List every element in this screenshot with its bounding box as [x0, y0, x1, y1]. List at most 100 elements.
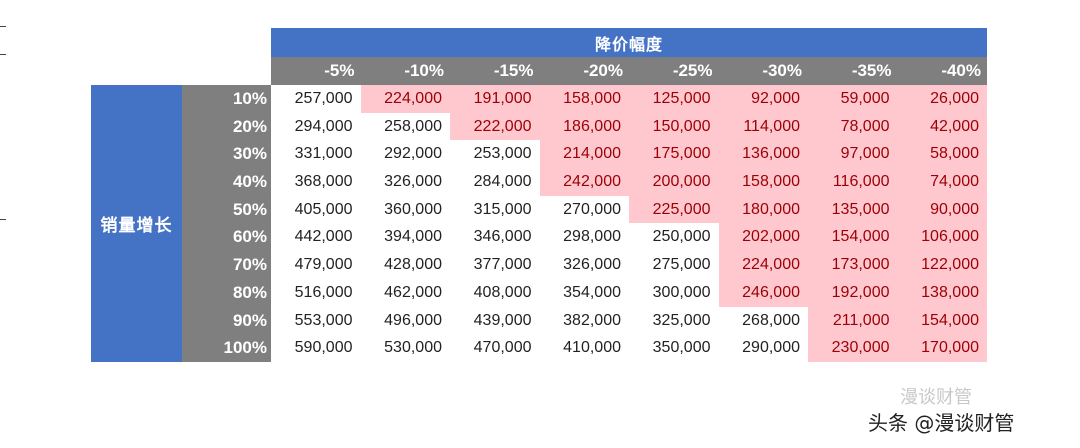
table-cell: 408,000	[473, 283, 532, 301]
margin-tick	[0, 26, 6, 27]
column-header: -10%	[404, 61, 444, 80]
table-cell: 78,000	[808, 112, 898, 141]
column-header: -5%	[324, 61, 355, 80]
table-cell: 553,000	[294, 311, 353, 329]
table-cell: 202,000	[718, 223, 808, 252]
table-cell: 377,000	[473, 256, 532, 274]
table-cell: 496,000	[384, 311, 442, 329]
table-cell: 315,000	[473, 200, 532, 218]
table-cell: 250,000	[652, 228, 711, 246]
table-row: 553,000 496,000 439,000 382,000 325,000 268,0…	[271, 306, 987, 335]
table-cell: 331,000	[294, 145, 353, 163]
table-cell: 470,000	[473, 339, 532, 357]
table-cell: 394,000	[384, 228, 442, 246]
table-row: 294,000 258,000 222,000 186,000 150,000 114,0…	[271, 112, 987, 141]
row-header: 70%	[232, 255, 267, 275]
column-header: -40%	[941, 61, 981, 80]
table-cell: 292,000	[384, 145, 442, 163]
column-group-header: 降价幅度	[271, 28, 987, 57]
table-cell: 74,000	[897, 168, 987, 196]
table-cell: 230,000	[808, 334, 898, 362]
table-cell: 428,000	[384, 256, 442, 274]
table-cell: 439,000	[473, 311, 532, 329]
table-cell: 97,000	[808, 140, 898, 169]
column-header: -35%	[851, 61, 892, 80]
row-header: 30%	[232, 144, 267, 164]
table-cell: 410,000	[563, 339, 621, 357]
table-cell: 214,000	[539, 140, 629, 169]
table-cell: 253,000	[473, 145, 532, 163]
table-cell: 246,000	[718, 278, 808, 307]
table-cell: 224,000	[360, 85, 450, 113]
table-cell: 326,000	[384, 173, 442, 191]
table-cell: 462,000	[384, 283, 442, 301]
row-header: 10%	[232, 89, 267, 108]
table-cell: 150,000	[629, 112, 719, 141]
table-cell: 354,000	[563, 283, 621, 301]
table-cell: 290,000	[742, 339, 800, 357]
table-cell: 200,000	[629, 168, 719, 196]
table-cell: 170,000	[897, 334, 987, 362]
row-header: 90%	[232, 310, 267, 330]
table-cell: 268,000	[742, 311, 800, 329]
table-cell: 154,000	[808, 223, 898, 252]
table-cell: 58,000	[897, 140, 987, 169]
column-header: -20%	[583, 61, 623, 80]
table-cell: 298,000	[563, 228, 621, 246]
watermark-faint: 漫谈财管	[900, 387, 972, 408]
table-cell: 211,000	[808, 306, 898, 335]
table-cell: 346,000	[473, 228, 532, 246]
column-header: -15%	[493, 61, 534, 80]
table-cell: 516,000	[294, 283, 353, 301]
row-header: 40%	[232, 172, 267, 192]
table-cell: 106,000	[897, 223, 987, 252]
table-cell: 138,000	[897, 278, 987, 307]
table-cell: 257,000	[294, 90, 353, 107]
row-header: 80%	[232, 282, 267, 302]
table-row: 442,000 394,000 346,000 298,000 250,000 202,0…	[271, 223, 987, 252]
table-cell: 173,000	[808, 251, 898, 279]
table-cell: 530,000	[384, 339, 442, 357]
row-header: 60%	[232, 227, 267, 247]
table-cell: 368,000	[294, 173, 353, 191]
table-row: 368,000 326,000 284,000 242,000 200,000 158,0…	[271, 168, 987, 196]
row-header: 100%	[223, 338, 267, 358]
table-cell: 154,000	[897, 306, 987, 335]
table-cell: 442,000	[294, 228, 353, 246]
table-cell: 270,000	[563, 200, 621, 218]
table-cell: 59,000	[808, 85, 898, 113]
data-grid: 257,000 224,000 191,000 158,000 125,000 92,00…	[271, 85, 987, 362]
table-cell: 116,000	[808, 168, 898, 196]
table-cell: 125,000	[629, 85, 719, 113]
table-cell: 225,000	[629, 195, 719, 224]
table-row: 479,000 428,000 377,000 326,000 275,000 224,0…	[271, 251, 987, 279]
table-cell: 590,000	[294, 339, 353, 357]
row-header: 50%	[232, 199, 267, 219]
table-row: 590,000 530,000 470,000 410,000 350,000 290,0…	[271, 334, 987, 362]
table-cell: 135,000	[808, 195, 898, 224]
table-cell: 242,000	[539, 168, 629, 196]
margin-tick	[0, 219, 6, 220]
table-cell: 114,000	[718, 112, 808, 141]
table-cell: 122,000	[897, 251, 987, 279]
table-cell: 405,000	[294, 200, 353, 218]
column-header: -25%	[672, 61, 713, 80]
table-row: 257,000 224,000 191,000 158,000 125,000 92,00…	[271, 85, 987, 113]
margin-tick	[0, 54, 6, 55]
table-cell: 26,000	[897, 85, 987, 113]
row-header: 20%	[232, 116, 267, 136]
table-cell: 284,000	[473, 173, 532, 191]
table-cell: 158,000	[539, 85, 629, 113]
table-cell: 186,000	[539, 112, 629, 141]
table-cell: 224,000	[718, 251, 808, 279]
table-cell: 382,000	[563, 311, 621, 329]
table-cell: 175,000	[629, 140, 719, 169]
table-row: 405,000 360,000 315,000 270,000 225,000 180,0…	[271, 195, 987, 224]
table-row: 331,000 292,000 253,000 214,000 175,000 136,0…	[271, 140, 987, 169]
row-header-column: 10% 20% 30% 40% 50% 60% 70% 80% 90% 100%	[182, 85, 271, 362]
table-cell: 136,000	[718, 140, 808, 169]
table-cell: 180,000	[718, 195, 808, 224]
table-cell: 275,000	[652, 256, 711, 274]
table-cell: 42,000	[897, 112, 987, 141]
table-cell: 158,000	[718, 168, 808, 196]
